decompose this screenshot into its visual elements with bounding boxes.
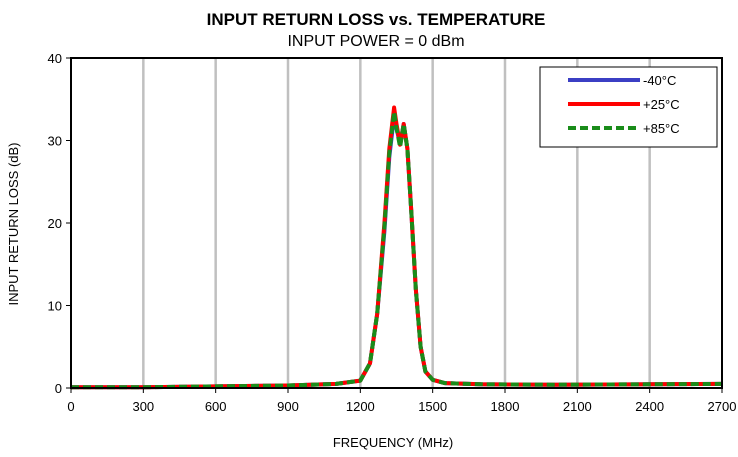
y-axis-label: INPUT RETURN LOSS (dB) [6, 142, 21, 305]
x-tick-label-6: 1800 [491, 399, 520, 414]
x-tick-label-8: 2400 [635, 399, 664, 414]
y-tick-label-2: 20 [48, 216, 62, 231]
x-axis-label: FREQUENCY (MHz) [333, 435, 453, 450]
x-tick-label-7: 2100 [563, 399, 592, 414]
series-line-0 [71, 113, 723, 390]
legend-label-2: +85°C [643, 121, 680, 136]
x-tick-label-0: 0 [67, 399, 74, 414]
x-tick-label-9: 2700 [708, 399, 737, 414]
x-tick-label-4: 1200 [346, 399, 375, 414]
y-tick-label-1: 10 [48, 299, 62, 314]
series-line-1 [71, 105, 723, 390]
x-tick-label-5: 1500 [418, 399, 447, 414]
series-group [71, 105, 723, 390]
x-tick-label-1: 300 [132, 399, 154, 414]
series-line-2 [71, 109, 723, 390]
y-tick-label-0: 0 [55, 381, 62, 396]
legend-label-0: -40°C [643, 73, 676, 88]
legend: -40°C +25°C +85°C [539, 66, 718, 148]
axis-ticks: 0 300 600 900 1200 1500 1800 2100 2400 2700 0 10 20 3… [48, 51, 737, 414]
y-tick-label-3: 30 [48, 134, 62, 149]
legend-label-1: +25°C [643, 97, 680, 112]
chart-subtitle: INPUT POWER = 0 dBm [287, 33, 464, 50]
x-tick-label-2: 600 [205, 399, 227, 414]
y-tick-label-4: 40 [48, 51, 62, 66]
x-tick-label-3: 900 [277, 399, 299, 414]
chart-title: INPUT RETURN LOSS vs. TEMPERATURE [207, 10, 546, 29]
